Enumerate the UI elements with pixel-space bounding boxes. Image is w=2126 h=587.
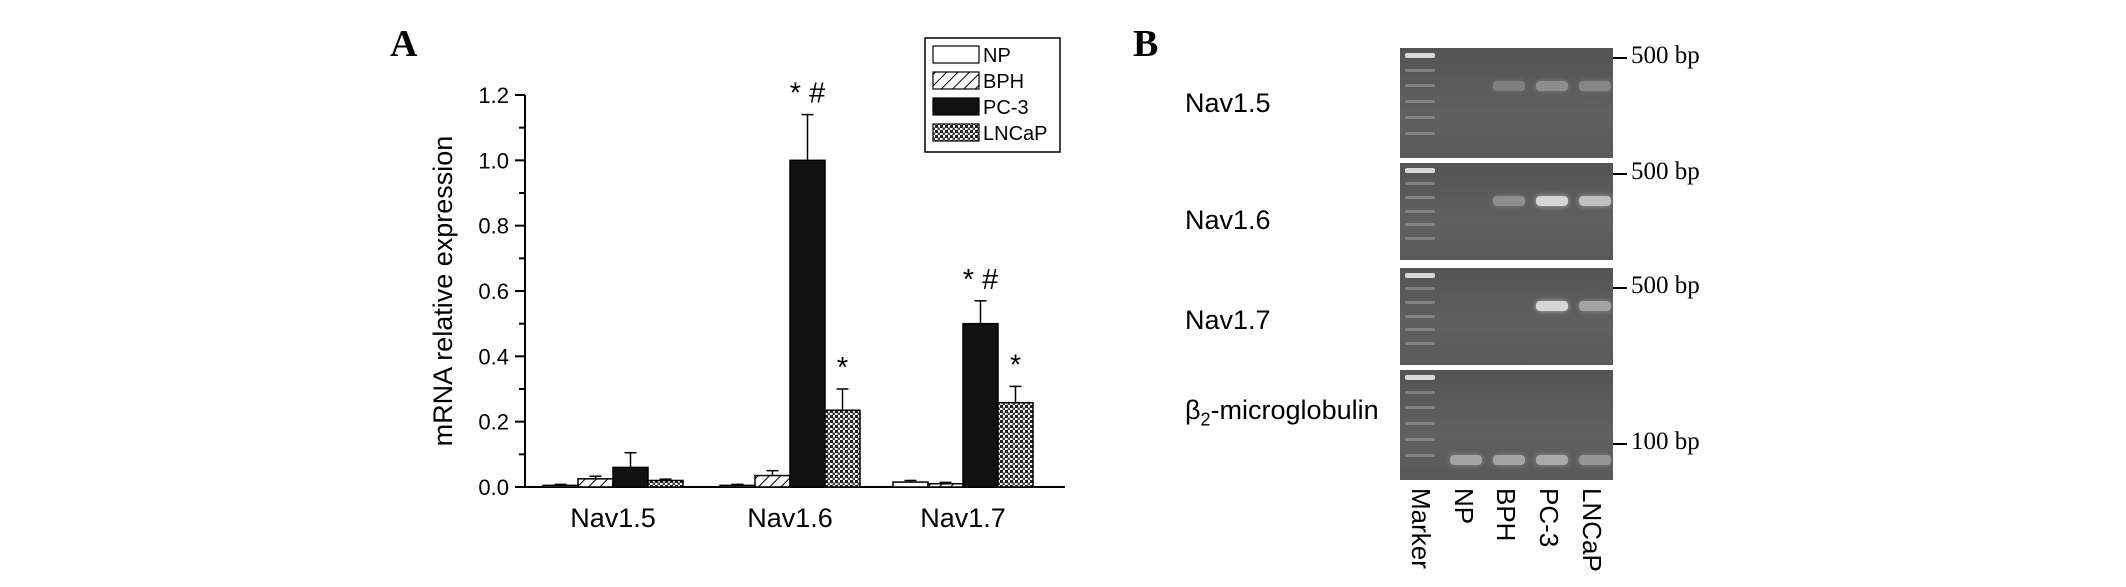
ladder-band xyxy=(1405,53,1435,58)
ladder-band xyxy=(1405,131,1435,135)
gel-row-label: Nav1.5 xyxy=(1185,88,1271,118)
bar-lncap-nav16 xyxy=(824,409,861,488)
marker-size-label: 500 bp xyxy=(1631,42,1700,69)
sample-band xyxy=(1579,455,1611,465)
gel-image xyxy=(1400,370,1613,480)
sample-band xyxy=(1536,81,1568,91)
legend-label: LNCaP xyxy=(983,123,1047,145)
ladder-band xyxy=(1405,406,1435,410)
ladder-band xyxy=(1405,181,1435,185)
gel-image xyxy=(1400,48,1613,158)
ladder-band xyxy=(1405,273,1435,278)
bar-chart: 0.0 0.2 0.4 0.6 0.8 1.0 1.2 mRNA relative expre… xyxy=(428,37,1065,533)
marker-size-label: 500 bp xyxy=(1631,272,1700,299)
ladder-band xyxy=(1405,115,1435,119)
y-axis-title: mRNA relative expression xyxy=(428,136,458,447)
ladder-band xyxy=(1405,237,1435,241)
chart-bars: Nav1.5 Nav1.6 Nav1.7 * # * * # * xyxy=(542,78,1034,533)
marker-tick xyxy=(1613,443,1627,445)
legend-label: NP xyxy=(983,45,1011,67)
significance-marker: * xyxy=(837,352,848,384)
chart-legend: NP BPH PC-3 LNCaP xyxy=(924,37,1061,153)
y-tick-label: 1.2 xyxy=(478,83,509,108)
x-tick-label: Nav1.7 xyxy=(920,503,1006,533)
ladder-band xyxy=(1405,342,1435,346)
marker-size-label: 500 bp xyxy=(1631,158,1700,185)
ladder-band xyxy=(1405,100,1435,104)
ladder-band xyxy=(1405,314,1435,318)
legend-swatch xyxy=(932,45,980,64)
ladder-band xyxy=(1405,437,1435,441)
y-tick-label: 0.8 xyxy=(478,214,509,239)
sample-band xyxy=(1536,301,1568,311)
y-tick-label: 0.2 xyxy=(478,410,509,435)
ladder-band xyxy=(1405,68,1435,72)
x-tick-label: Nav1.5 xyxy=(570,503,656,533)
ladder-band xyxy=(1405,209,1435,213)
ladder-band xyxy=(1405,286,1435,290)
sample-band xyxy=(1493,455,1525,465)
legend-label: BPH xyxy=(983,71,1024,93)
bar-pc-3-nav15 xyxy=(612,466,649,488)
y-tick-label: 0.6 xyxy=(478,279,509,304)
bar-np-nav15 xyxy=(542,484,579,488)
bar-lncap-nav15 xyxy=(647,479,684,488)
ladder-band xyxy=(1405,422,1435,426)
panel-letter-b: B xyxy=(1133,23,1159,65)
panel-letter-a: A xyxy=(390,23,418,65)
gel-image xyxy=(1400,268,1613,365)
lane-label: Marker xyxy=(1406,488,1436,569)
y-tick-label: 1.0 xyxy=(478,148,509,173)
bar-pc-3-nav17 xyxy=(962,322,999,488)
gel-row-label: Nav1.7 xyxy=(1185,305,1271,335)
sample-band xyxy=(1536,196,1568,206)
sample-band xyxy=(1536,455,1568,465)
gel-image xyxy=(1400,163,1613,260)
ladder-band xyxy=(1405,168,1435,173)
significance-marker: * # xyxy=(963,264,998,296)
ladder-band xyxy=(1405,223,1435,227)
sample-band xyxy=(1579,301,1611,311)
y-tick-label: 0.4 xyxy=(478,344,509,369)
legend-swatch xyxy=(932,71,980,90)
legend-swatch xyxy=(932,123,980,142)
sample-band xyxy=(1450,455,1482,465)
bar-pc-3-nav16 xyxy=(789,159,826,488)
sample-band xyxy=(1493,196,1525,206)
sample-band xyxy=(1493,81,1525,91)
ladder-band xyxy=(1405,375,1435,380)
bar-bph-nav16 xyxy=(754,474,791,488)
chart-axes: 0.0 0.2 0.4 0.6 0.8 1.0 1.2 mRNA relative expre… xyxy=(428,83,1065,500)
ladder-band xyxy=(1405,84,1435,88)
ladder-band xyxy=(1405,390,1435,394)
x-tick-label: Nav1.6 xyxy=(747,503,833,533)
bar-np-nav16 xyxy=(719,484,756,488)
marker-tick xyxy=(1613,287,1627,289)
sample-band xyxy=(1579,81,1611,91)
legend-swatch xyxy=(932,97,980,116)
bar-lncap-nav17 xyxy=(997,401,1034,488)
lane-label: NP xyxy=(1449,488,1479,525)
marker-size-label: 100 bp xyxy=(1631,428,1700,455)
ladder-band xyxy=(1405,453,1435,457)
marker-tick xyxy=(1613,173,1627,175)
significance-marker: * # xyxy=(790,78,825,110)
sample-band xyxy=(1579,196,1611,206)
marker-tick xyxy=(1613,57,1627,59)
bar-np-nav17 xyxy=(892,481,929,488)
legend-label: PC-3 xyxy=(983,97,1029,119)
significance-marker: * xyxy=(1010,349,1021,381)
y-tick-label: 0.0 xyxy=(478,475,509,500)
bar-bph-nav15 xyxy=(577,478,614,488)
gel-row-label: β2-microglobulin xyxy=(1185,395,1379,430)
gel-row-label: Nav1.6 xyxy=(1185,205,1271,235)
lane-label: BPH xyxy=(1491,488,1521,542)
bar-bph-nav17 xyxy=(927,482,964,488)
ladder-band xyxy=(1405,300,1435,304)
lane-label: LNCaP xyxy=(1577,488,1607,572)
lane-label: PC-3 xyxy=(1534,488,1564,548)
ladder-band xyxy=(1405,195,1435,199)
ladder-band xyxy=(1405,328,1435,332)
